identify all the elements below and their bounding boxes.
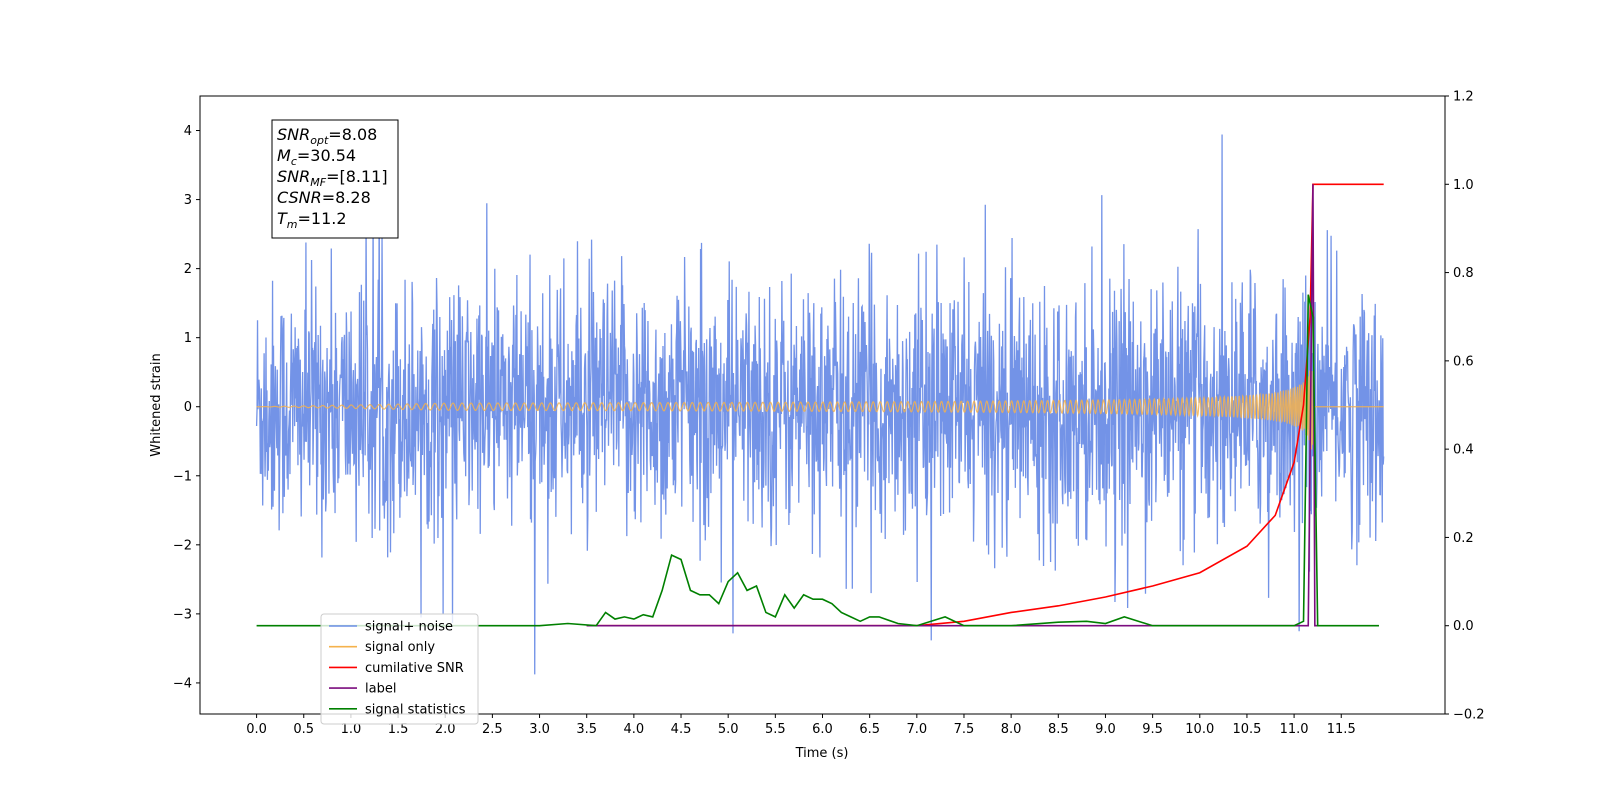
annotation-line: CSNR=8.28: [277, 188, 371, 207]
x-tick-label: 8.0: [1001, 722, 1022, 737]
x-tick-label: 5.0: [718, 722, 739, 737]
series-signal-noise-line: [255, 134, 1385, 675]
y2-tick-label: 0.0: [1453, 619, 1474, 634]
x-tick-label: 4.0: [624, 722, 645, 737]
y2-tick-label: 0.8: [1453, 266, 1474, 281]
x-tick-label: 11.5: [1327, 722, 1356, 737]
legend-label: signal statistics: [365, 702, 466, 717]
x-tick-label: 1.5: [388, 722, 409, 737]
series-signal-only-line: [256, 370, 1384, 450]
x-tick-label: 2.0: [435, 722, 456, 737]
y-axis-left: 4 3 2 1 0 −1 −2 −3 −4: [173, 124, 200, 691]
y-tick-label: −2: [173, 538, 192, 553]
y2-tick-label: 0.2: [1453, 531, 1474, 546]
x-tick-label: 0.5: [293, 722, 314, 737]
y-tick-label: 2: [184, 262, 192, 277]
x-tick-label: 5.5: [765, 722, 786, 737]
plot-area: [255, 134, 1385, 675]
y-axis-right: 1.2 1.0 0.8 0.6 0.4 0.2 0.0 −0.2: [1445, 90, 1485, 723]
legend-frame: [320, 613, 479, 725]
x-tick-label: 10.0: [1185, 722, 1214, 737]
annotation-line: Tm=11.2: [277, 209, 347, 231]
x-tick-label: 9.0: [1095, 722, 1116, 737]
legend-label: label: [365, 682, 396, 697]
annotation-line: SNRopt=8.08: [277, 125, 377, 147]
y-tick-label: −4: [173, 676, 192, 691]
x-tick-label: 7.0: [906, 722, 927, 737]
x-tick-label: 10.5: [1232, 722, 1261, 737]
annotation-line: Mc=30.54: [277, 146, 356, 168]
y2-tick-label: 0.6: [1453, 354, 1474, 369]
series-label-line: [586, 184, 1318, 627]
annotation-box: SNRopt=8.08Mc=30.54SNRMF=[8.11]CSNR=8.28…: [271, 119, 399, 239]
annotation-frame: [271, 119, 399, 239]
y2-tick-label: 1.2: [1453, 90, 1474, 105]
legend-label: cumilative SNR: [365, 661, 464, 676]
y-tick-label: 1: [184, 331, 192, 346]
x-tick-label: 3.5: [576, 722, 597, 737]
x-tick-label: 4.5: [671, 722, 692, 737]
legend-label: signal only: [365, 640, 435, 655]
y2-tick-label: 1.0: [1453, 178, 1474, 193]
y-tick-label: −3: [173, 607, 192, 622]
y-tick-label: 0: [184, 400, 192, 415]
x-tick-label: 8.5: [1048, 722, 1069, 737]
y2-tick-label: 0.4: [1453, 443, 1474, 458]
x-tick-label: 9.5: [1142, 722, 1163, 737]
x-axis-label: Time (s): [795, 746, 849, 761]
x-tick-label: 6.5: [859, 722, 880, 737]
annotation-line: SNRMF=[8.11]: [277, 167, 388, 189]
legend: signal+ noise signal only cumilative SNR la…: [320, 613, 479, 725]
y-tick-label: −1: [173, 469, 192, 484]
y-axis-label: Whitened strain: [149, 353, 164, 456]
x-tick-label: 7.5: [954, 722, 975, 737]
y-tick-label: 3: [184, 193, 192, 208]
legend-label: signal+ noise: [365, 620, 453, 635]
y2-tick-label: −0.2: [1453, 708, 1485, 723]
series-signal-statistics-line: [256, 294, 1379, 627]
x-axis: 0.0 0.5 1.0 1.5 2.0 2.5 3.0 3.5 4.0 4.5 5.0 5.5 6.0 6…: [246, 714, 1356, 737]
x-tick-label: 1.0: [341, 722, 362, 737]
x-tick-label: 6.0: [812, 722, 833, 737]
y-tick-label: 4: [184, 124, 192, 139]
x-tick-label: 0.0: [246, 722, 267, 737]
x-tick-label: 3.0: [529, 722, 550, 737]
x-tick-label: 2.5: [482, 722, 503, 737]
x-tick-label: 11.0: [1280, 722, 1309, 737]
